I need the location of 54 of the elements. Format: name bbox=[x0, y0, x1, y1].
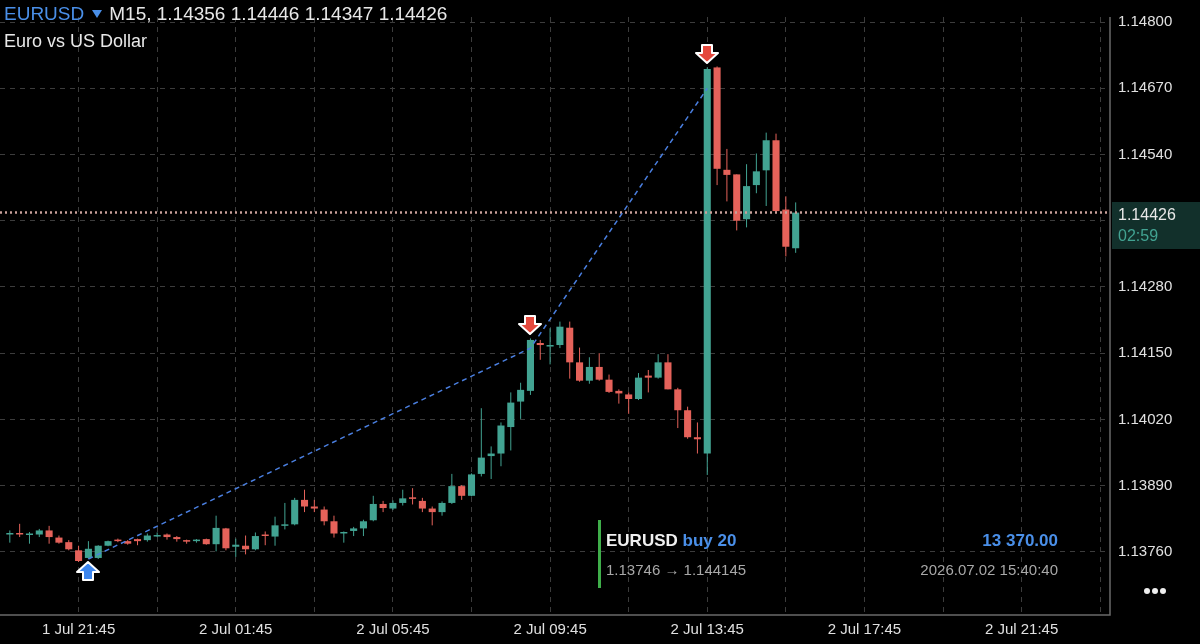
candlestick bbox=[556, 321, 564, 349]
candlestick bbox=[300, 489, 309, 513]
candlestick bbox=[448, 473, 456, 505]
candlestick bbox=[605, 374, 613, 394]
candlestick bbox=[546, 327, 554, 365]
candlestick bbox=[693, 421, 701, 455]
annotation: 13 370.00 bbox=[982, 531, 1058, 551]
x-tick-label: 2 Jul 01:45 bbox=[199, 620, 273, 638]
text: 02:59 bbox=[1118, 225, 1160, 246]
x-tick-label: 2 Jul 13:45 bbox=[670, 620, 744, 638]
candlestick bbox=[212, 515, 220, 552]
ref-line-label: 1.14426 bbox=[1118, 204, 1177, 225]
candlestick bbox=[625, 391, 633, 415]
candlestick bbox=[644, 369, 652, 393]
x-tick-label: 2 Jul 17:45 bbox=[827, 620, 902, 638]
y-tick-label: 1.14670 bbox=[1118, 78, 1173, 96]
annotation: buy 20 bbox=[681, 531, 737, 550]
y-tick-label: 1.14800 bbox=[1118, 12, 1173, 30]
y-tick-label: 1.14280 bbox=[1118, 277, 1173, 295]
candlestick bbox=[752, 153, 760, 194]
x-tick-label: 2 Jul 09:45 bbox=[513, 620, 587, 638]
candlestick bbox=[595, 352, 603, 382]
x-tick-label: 1 Jul 21:45 bbox=[41, 620, 116, 638]
y-tick-label: 1.13760 bbox=[1118, 541, 1173, 559]
annotation: EURUSD bbox=[606, 531, 678, 550]
candlestick bbox=[281, 502, 289, 530]
annotation: 2026.07.02 15:40:40 bbox=[920, 561, 1058, 578]
chart-title: EURUSD bbox=[4, 3, 85, 25]
candlestick bbox=[634, 372, 643, 401]
y-tick-label: 1.13890 bbox=[1118, 475, 1173, 493]
candlestick bbox=[320, 506, 328, 526]
candlestick bbox=[517, 382, 525, 420]
text: Euro vs US Dollar bbox=[4, 31, 148, 52]
x-tick-label: 2 Jul 21:45 bbox=[984, 620, 1059, 638]
y-tick-label: 1.14540 bbox=[1118, 144, 1173, 162]
candlestick bbox=[6, 529, 14, 544]
candlestick bbox=[576, 347, 584, 383]
candlestick bbox=[477, 407, 485, 477]
candlestick bbox=[330, 515, 338, 539]
candlestick bbox=[271, 516, 279, 547]
candlestick bbox=[654, 353, 662, 380]
candlestick bbox=[232, 538, 240, 558]
annotation: 1.13746 → 1.144145 bbox=[606, 561, 747, 578]
candlestick bbox=[585, 356, 593, 385]
annotation: M15, 1.14356 1.14446 1.14347 1.14426 bbox=[109, 3, 448, 25]
candlestick bbox=[674, 387, 682, 429]
candlestick bbox=[723, 148, 731, 202]
y-tick-label: 1.14020 bbox=[1118, 409, 1173, 427]
candlestick bbox=[379, 500, 387, 513]
candlestick bbox=[536, 339, 544, 361]
x-tick-label: 2 Jul 05:45 bbox=[356, 620, 430, 638]
candlestick bbox=[369, 495, 377, 522]
candlestick bbox=[45, 525, 53, 545]
y-tick-label: 1.14150 bbox=[1118, 343, 1173, 361]
